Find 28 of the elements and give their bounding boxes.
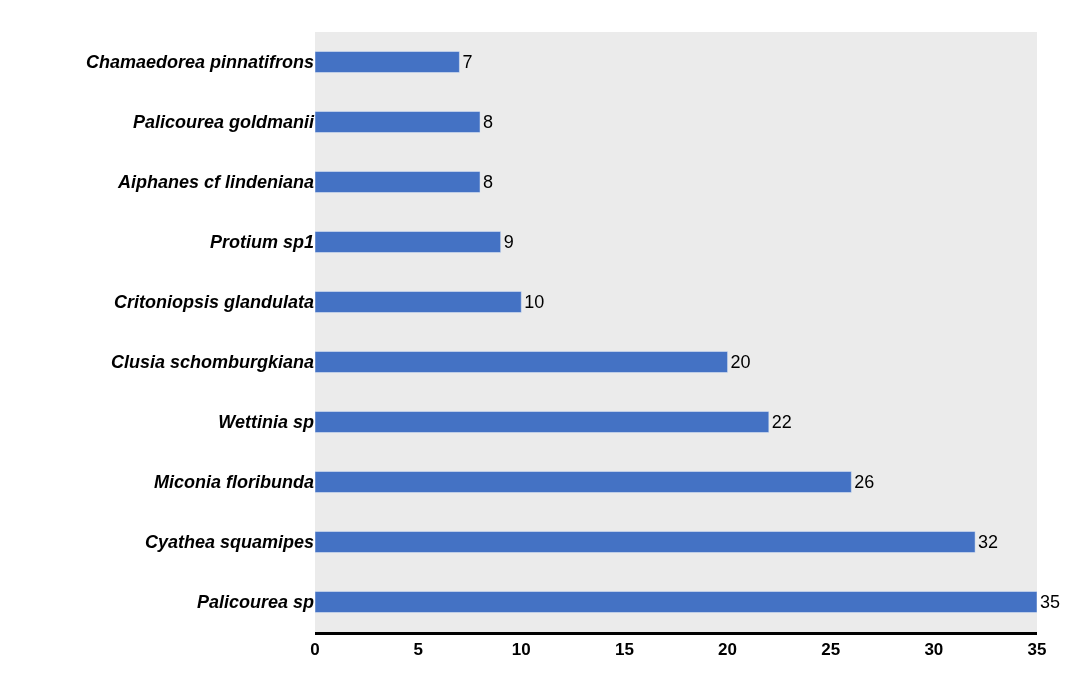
data-label: 35 <box>1040 592 1061 612</box>
data-label: 7 <box>462 52 473 72</box>
y-tick-label: Miconia floribunda <box>154 472 314 493</box>
x-tick-label: 35 <box>1027 640 1047 660</box>
x-tick-label: 15 <box>614 640 634 660</box>
data-label: 32 <box>978 532 999 552</box>
y-tick-label: Palicourea sp <box>196 592 314 613</box>
data-label: 10 <box>524 292 545 312</box>
y-tick-label: Protium sp1 <box>209 232 314 253</box>
y-tick-label: Aiphanes cf lindeniana <box>116 172 314 193</box>
y-tick-label: Chamaedorea pinnatifrons <box>85 52 314 73</box>
y-tick-label: Wettinia sp <box>218 412 314 433</box>
y-tick-label: Clusia schomburgkiana <box>110 352 314 373</box>
data-label: 26 <box>854 472 875 492</box>
x-tick-label: 5 <box>413 640 423 660</box>
data-label: 9 <box>503 232 514 252</box>
data-label: 8 <box>483 172 494 192</box>
y-tick-label: Palicourea goldmanii <box>132 112 315 133</box>
x-tick-label: 0 <box>310 640 320 660</box>
data-label: 20 <box>730 352 751 372</box>
x-tick-label: 20 <box>718 640 738 660</box>
x-tick-label: 30 <box>924 640 944 660</box>
x-tick-label: 10 <box>511 640 531 660</box>
y-tick-label: Critoniopsis glandulata <box>113 292 314 313</box>
data-label: 8 <box>483 112 494 132</box>
data-label: 22 <box>771 412 792 432</box>
y-tick-label: Cyathea squamipes <box>144 532 314 553</box>
x-tick-label: 25 <box>821 640 841 660</box>
